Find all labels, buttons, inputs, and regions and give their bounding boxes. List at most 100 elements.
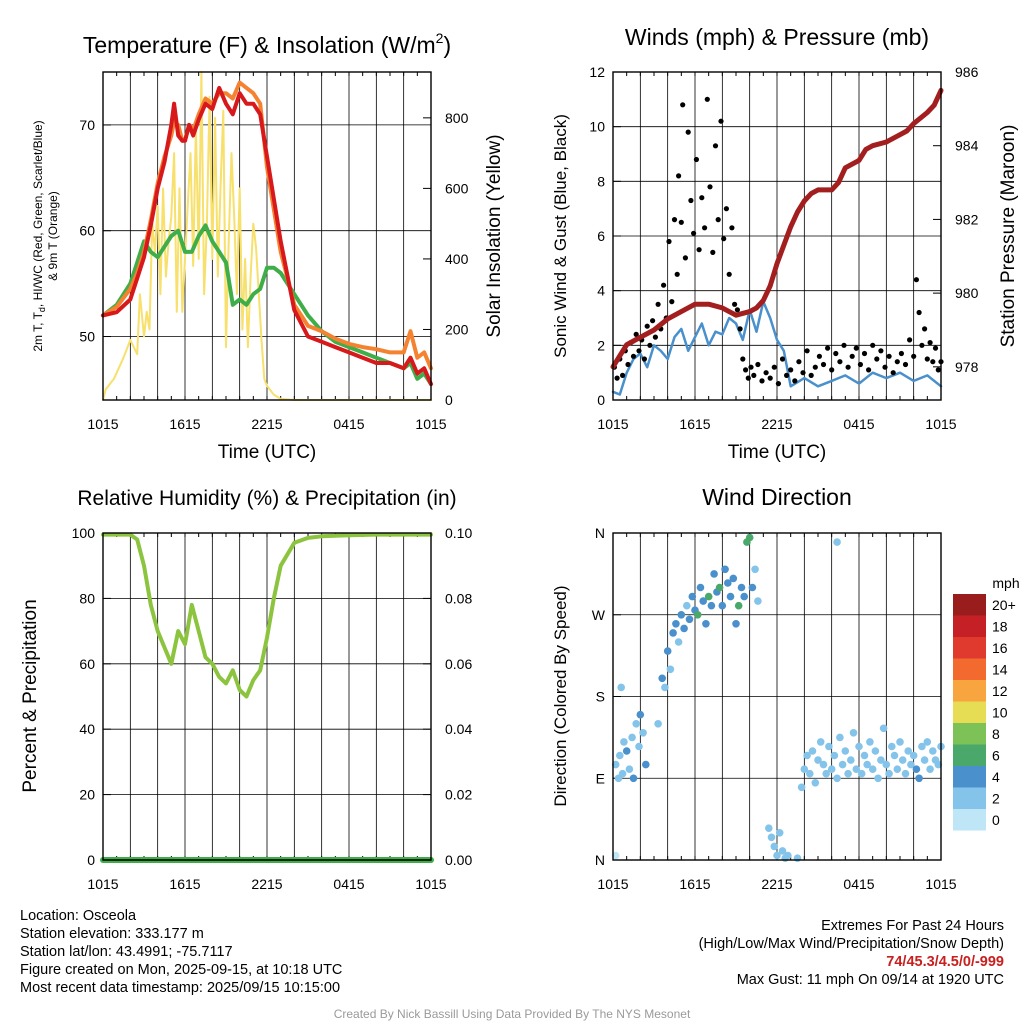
wind-gust-point	[816, 353, 823, 359]
wdir-point	[888, 742, 896, 751]
wind-gust-point	[886, 353, 892, 359]
wind-y2-tick-label: 980	[955, 285, 979, 301]
temp-y-tick-label: 70	[79, 117, 95, 133]
wdir-point	[863, 760, 871, 769]
wdir-legend-label: 6	[992, 747, 1000, 763]
wind-gust-point	[767, 375, 773, 381]
wind-gust-point	[678, 219, 684, 225]
wdir-point	[857, 769, 866, 778]
temp-y-tick-label: 50	[79, 329, 95, 345]
wdir-y-tick-label: N	[595, 852, 605, 868]
wdir-point	[882, 760, 891, 769]
wdir-legend-label: 2	[992, 790, 1000, 806]
info-elevation: Station elevation: 333.177 m	[20, 926, 204, 942]
wind-gust-point	[707, 184, 713, 190]
wind-gust-point	[861, 350, 868, 357]
wind-gust-point	[688, 197, 694, 204]
wdir-point	[800, 765, 809, 773]
wind-gust-point	[930, 359, 936, 365]
temp-y2-label: Solar Insolation (Yellow)	[484, 134, 505, 337]
wind-y2-label: Station Pressure (Maroon)	[998, 125, 1019, 348]
wind-gust-point	[829, 367, 835, 373]
wdir-point	[898, 756, 907, 764]
wdir-point	[920, 756, 929, 764]
wdir-point	[754, 597, 762, 605]
rh-title: Relative Humidity (%) & Precipitation (i…	[77, 487, 456, 510]
extremes-block: Extremes For Past 24 Hours (High/Low/Max…	[699, 917, 1004, 989]
temp-x-tick-label: 2215	[251, 416, 282, 432]
wdir-point	[677, 611, 686, 619]
wind-gust-point	[820, 361, 827, 368]
wdir-y-tick-label: S	[596, 689, 605, 705]
wdir-point	[748, 583, 757, 592]
wdir-point	[740, 592, 748, 601]
wind-y2-tick-label: 984	[955, 138, 979, 154]
wind-gust-point	[682, 255, 689, 261]
wind-gust-point	[775, 381, 782, 387]
wdir-point	[666, 665, 675, 674]
wind-gust-point	[620, 372, 626, 378]
wdir-point	[866, 738, 874, 746]
wind-y-tick-label: 8	[597, 173, 605, 189]
wdir-point	[844, 769, 852, 778]
wdir-point	[803, 751, 811, 760]
wdir-frame	[612, 532, 942, 861]
wdir-x-tick-label: 1615	[679, 876, 710, 892]
wind-gust-point	[704, 96, 710, 102]
wdir-point	[721, 565, 729, 574]
wind-gust-point	[796, 359, 802, 365]
wind-gust-point	[870, 342, 876, 348]
temp-y-tick-label: 60	[79, 223, 95, 239]
wind-gust-point	[935, 367, 941, 373]
wdir-point	[663, 647, 672, 655]
wdir-point	[874, 774, 882, 783]
wind-gust-point	[919, 342, 925, 348]
temp-y-label-line2: & 9m T (Orange)	[46, 191, 60, 281]
wind-gust-point	[655, 301, 661, 307]
rh-y2-tick-label: 0.10	[445, 525, 472, 541]
wdir-x-tick-label: 2215	[761, 876, 792, 892]
wind-gust-point	[825, 345, 831, 351]
wind-x-tick-label: 1015	[925, 416, 956, 432]
wind-gust-point	[853, 345, 859, 351]
extremes-fields: (High/Low/Max Wind/Precipitation/Snow De…	[698, 936, 1004, 952]
wdir-point	[618, 769, 627, 778]
wind-gust-point	[614, 375, 620, 381]
wdir-point	[688, 592, 697, 601]
wind-gust-point	[878, 348, 884, 354]
wdir-point	[915, 774, 923, 783]
wdir-point	[877, 756, 885, 764]
wind-gust-point	[779, 356, 786, 362]
wind-gust-point	[680, 102, 686, 108]
temp-y2-tick-label: 600	[445, 180, 469, 196]
wdir-point	[732, 620, 740, 628]
temp-series-td	[101, 223, 433, 387]
wdir-legend-swatch	[953, 615, 986, 637]
wind-gust-point	[721, 236, 727, 242]
wind-gust-point	[669, 299, 675, 305]
wind-y-tick-label: 6	[597, 228, 605, 244]
wind-gust-point	[898, 350, 905, 357]
info-location: Location: Osceola	[20, 908, 137, 924]
wdir-point	[770, 842, 779, 851]
wdir-point	[909, 751, 918, 760]
wdir-point	[836, 733, 844, 742]
wind-gust-point	[740, 356, 746, 362]
wdir-point	[907, 760, 915, 769]
wdir-point	[751, 565, 759, 574]
temp-x-label: Time (UTC)	[218, 442, 317, 463]
wind-gust-point	[633, 331, 639, 337]
wdir-point	[879, 724, 888, 733]
temp-x-tick-label: 1615	[169, 416, 200, 432]
rh-y2-tick-label: 0.02	[445, 787, 472, 803]
wind-gust-point	[712, 143, 719, 149]
rh-y2-tick-label: 0.08	[445, 590, 472, 606]
wind-frame	[612, 71, 942, 401]
wind-gust-point	[927, 340, 933, 346]
wind-gust-point	[671, 217, 678, 223]
wind-y-tick-label: 4	[597, 283, 605, 299]
rh-y-tick-label: 40	[79, 721, 95, 737]
wdir-point	[778, 847, 787, 855]
wind-gust-point	[808, 372, 814, 378]
info-latlon: Station lat/lon: 43.4991; -75.7117	[20, 944, 233, 960]
